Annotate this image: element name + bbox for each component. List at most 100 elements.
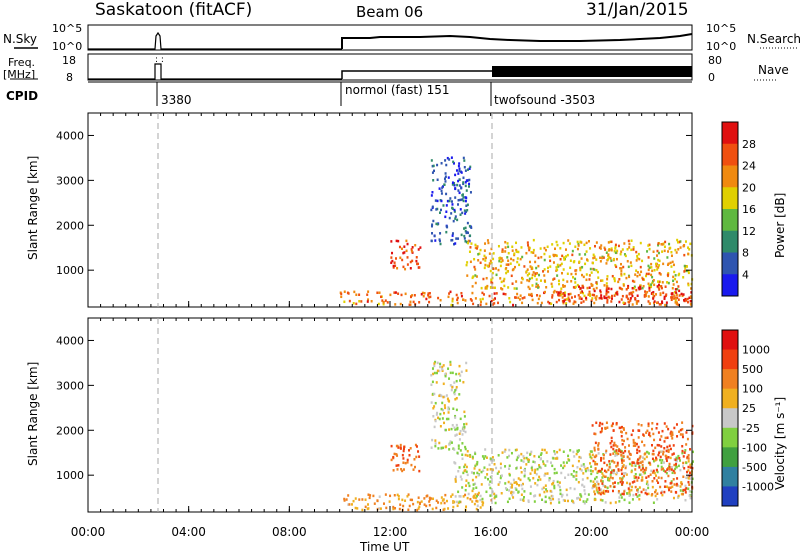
data-cell (653, 471, 656, 475)
data-cell (486, 473, 489, 476)
data-cell (584, 262, 587, 266)
data-cell (606, 277, 609, 281)
data-cell (445, 163, 448, 167)
data-cell (530, 466, 533, 470)
data-cell (445, 210, 448, 213)
data-cell (641, 463, 644, 467)
data-cell (593, 490, 596, 493)
data-cell (660, 465, 663, 469)
data-cell (684, 484, 687, 488)
colorbar-swatch (722, 408, 738, 429)
data-cell (536, 294, 539, 297)
data-cell (531, 298, 534, 302)
data-cell (468, 484, 471, 488)
data-cell (634, 464, 637, 467)
data-cell (593, 268, 596, 271)
data-cell (435, 222, 438, 226)
data-cell (508, 297, 511, 300)
data-cell (392, 264, 395, 268)
data-cell (613, 450, 616, 453)
data-cell (471, 457, 474, 460)
data-cell (594, 432, 597, 436)
data-cell (503, 450, 506, 453)
data-cell (447, 367, 450, 370)
data-cell (615, 257, 618, 261)
data-cell (656, 422, 659, 426)
data-cell (615, 265, 618, 269)
data-cell (506, 270, 509, 273)
data-cell (509, 486, 512, 489)
data-cell (460, 291, 463, 295)
data-cell (633, 280, 636, 283)
data-cell (621, 477, 624, 480)
data-cell (433, 392, 436, 396)
data-cell (527, 244, 530, 247)
data-cell (518, 263, 521, 267)
data-cell (544, 495, 547, 499)
data-cell (566, 298, 569, 301)
data-cell (475, 486, 478, 489)
data-cell (444, 493, 447, 497)
data-cell (634, 468, 637, 471)
data-cell (411, 498, 414, 502)
data-cell (460, 370, 463, 374)
data-cell (621, 461, 624, 465)
data-cell (453, 184, 456, 187)
data-cell (511, 249, 514, 252)
data-cell (634, 441, 637, 445)
data-cell (401, 469, 404, 473)
data-cell (463, 415, 466, 418)
data-cell (658, 271, 661, 275)
data-cell (601, 499, 604, 502)
data-cell (653, 294, 656, 298)
data-cell (650, 262, 653, 266)
data-cell (659, 273, 662, 276)
data-cell (677, 464, 680, 468)
colorbar-label: 500 (742, 363, 763, 376)
data-cell (653, 477, 656, 480)
data-cell (414, 443, 417, 447)
data-cell (572, 469, 575, 473)
data-cell (355, 293, 358, 297)
data-cell (526, 268, 529, 271)
data-cell (404, 267, 407, 271)
data-cell (430, 208, 433, 212)
data-cell (647, 422, 650, 425)
data-cell (621, 483, 624, 486)
data-cell (641, 276, 644, 280)
data-cell (436, 199, 439, 203)
data-cell (619, 252, 622, 256)
data-cell (443, 501, 446, 505)
data-cell (642, 285, 645, 288)
nsearch-tick-top: 10^5 (706, 22, 736, 35)
data-cell (597, 276, 600, 279)
data-cell (530, 294, 533, 298)
data-cell (676, 287, 679, 291)
data-cell (656, 268, 659, 271)
data-cell (476, 494, 479, 498)
data-cell (505, 267, 508, 270)
data-cell (613, 461, 616, 464)
data-cell (543, 279, 546, 282)
data-cell (504, 465, 507, 468)
data-cell (475, 507, 478, 511)
data-cell (674, 467, 677, 471)
x-tick-label: 12:00 (373, 525, 408, 539)
data-cell (595, 298, 598, 301)
data-cell (486, 284, 489, 288)
data-cell (532, 238, 535, 242)
data-cell (386, 301, 389, 304)
data-cell (659, 458, 662, 462)
data-cell (515, 241, 518, 245)
data-cell (591, 297, 594, 300)
data-cell (635, 259, 638, 262)
data-cell (463, 465, 466, 469)
data-cell (548, 255, 551, 258)
data-cell (443, 507, 446, 511)
data-cell (635, 302, 638, 305)
data-cell (529, 472, 532, 475)
data-cell (681, 427, 684, 431)
data-cell (558, 282, 561, 286)
data-cell (515, 250, 518, 253)
data-cell (404, 292, 407, 296)
